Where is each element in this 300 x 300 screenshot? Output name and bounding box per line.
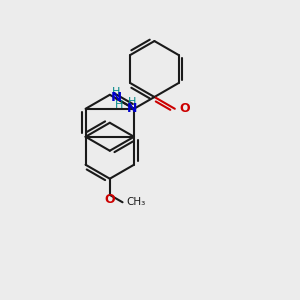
Text: H: H: [115, 100, 123, 110]
Text: N: N: [128, 102, 138, 115]
Text: H: H: [112, 87, 120, 97]
Text: H: H: [128, 97, 136, 107]
Text: O: O: [179, 102, 190, 115]
Text: CH₃: CH₃: [126, 197, 145, 207]
Text: N: N: [111, 92, 122, 104]
Text: O: O: [104, 193, 115, 206]
